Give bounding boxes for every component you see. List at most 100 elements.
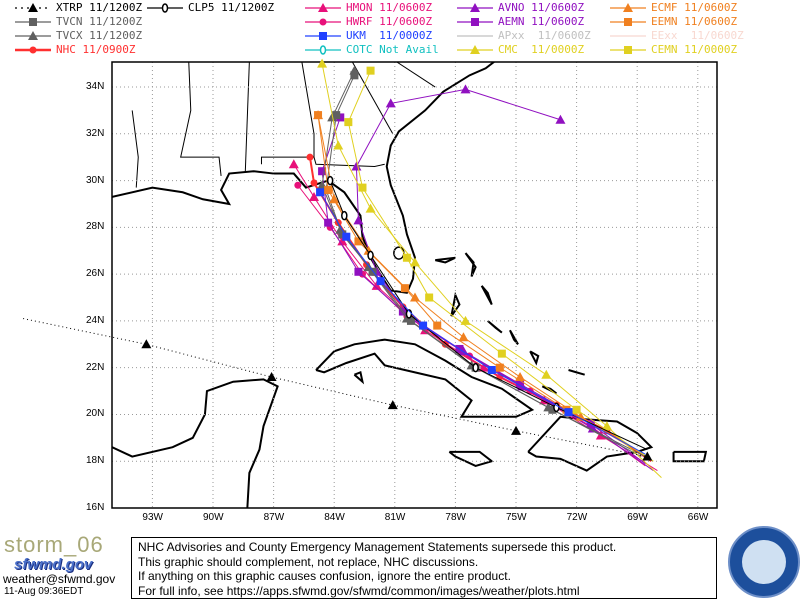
legend-marker-icon [318,3,328,12]
track-point-xtrp [266,372,277,382]
track-hmon [293,163,658,472]
track-point-tvcx [401,313,412,323]
coastline [315,338,535,418]
track-point-ecmf [515,372,526,382]
track-point-hmon [478,362,489,372]
coastline [487,320,503,334]
legend-item-hwrf: HWRF 11/0600Z [304,15,432,29]
track-point-cmc [317,58,328,68]
track-point-tvcx [349,65,360,75]
track-point-xtrp [642,451,653,461]
coastline [434,256,456,264]
legend-swatch [305,45,341,55]
lon-tick-label: 78W [445,512,466,523]
legend-label: CLP5 11/1200Z [188,1,275,14]
coastline [353,370,365,385]
track-point-tvcn [338,230,347,239]
track-point-ecmf [410,292,421,302]
track-point-aemn [398,307,407,316]
legend-swatch [15,31,51,40]
track-point-hmon [371,280,382,290]
legend-item-nhc: NHC 11/0900Z [14,43,135,57]
disclaimer-line[interactable]: For full info, see https://apps.sfwmd.go… [138,583,580,598]
state-border [131,110,139,188]
track-point-xtrp [387,400,398,410]
track-point-aemn [516,380,525,389]
disclaimer-line: NHC Advisories and County Emergency Mana… [138,540,617,554]
track-point-eemn [433,321,442,330]
legend-label: NHC 11/0900Z [56,43,136,56]
legend-swatch [305,32,341,40]
legend-item-aemn: AEMN 11/0600Z [456,15,584,29]
coastline [672,450,708,463]
legend-swatch [15,46,51,54]
legend-item-cmc: CMC 11/0000Z [456,43,584,57]
lon-tick-label: 84W [324,512,345,523]
track-cmc [321,63,662,478]
sfwmd-logo-text[interactable]: sfwmd.gov [14,556,93,573]
state-border [351,62,394,135]
lat-tick-label: 18N [86,455,105,467]
legend-swatch [457,35,493,37]
lat-tick-label: 20N [86,408,105,420]
track-point-eemn [314,111,323,120]
track-point-nhc [310,179,318,187]
map-frame [111,61,718,509]
track-cemn [347,70,654,462]
lat-tick-label: 16N [86,502,105,513]
legend-item-hmon: HMON 11/0600Z [304,1,432,15]
track-point-clp5 [341,210,348,221]
legend-swatch [610,3,646,12]
track-clp5 [329,180,648,450]
legend-swatch [457,45,493,54]
track-point-aemn [336,113,345,122]
legend-item-ecmf: ECMF 11/0600Z [609,1,737,15]
legend-label: AVNO 11/0600Z [498,1,585,14]
legend-swatch [610,35,646,37]
track-nhc [308,157,652,463]
sfwmd-seal-logo [728,526,800,598]
legend-marker-icon [470,3,480,12]
track-tvcn [325,75,646,457]
state-border [396,62,436,88]
legend-swatch [305,18,341,26]
legend-label: EEMN 11/0600Z [651,15,738,28]
legend-label: TVCN 11/1200Z [56,15,143,28]
track-point-avno [351,161,362,171]
legend-label: HMON 11/0600Z [346,1,433,14]
coastline [529,350,540,366]
legend-item-tvcn: TVCN 11/1200Z [14,15,142,29]
track-point-cmc [333,140,344,150]
track-point-avno [555,114,566,124]
track-point-cemn [497,349,506,358]
disclaimer-line: If anything on this graphic causes confu… [138,569,511,583]
legend-label: APxx 11/0600Z [498,29,591,42]
track-point-ukm [419,321,428,330]
track-point-avno [460,84,471,94]
legend-marker-icon [624,18,632,26]
legend-label: XTRP 11/1200Z [56,1,143,14]
track-point-cmc [365,203,376,213]
track-point-eemn [400,284,409,293]
track-point-cemn [366,66,375,75]
track-point-clp5 [326,175,334,186]
legend-label: HWRF 11/0600Z [346,15,433,28]
contact-email[interactable]: weather@sfwmd.gov [3,572,116,586]
track-point-eemn [354,237,363,246]
legend-label: CMC 11/0000Z [498,43,585,56]
lat-tick-label: 24N [86,314,105,326]
track-point-clp5 [367,250,374,261]
coastline [568,369,585,376]
legend-label: TVCX 11/1200Z [56,29,143,42]
legend-item-tvcx: TVCX 11/1200Z [14,29,142,43]
track-point-hmon [309,191,320,201]
legend-item-clp5: CLP5 11/1200Z [146,1,274,15]
legend-swatch [15,18,51,26]
track-point-ukm [342,232,351,241]
coastline [464,252,477,277]
legend-label: EExx 11/0600Z [651,29,744,42]
legend-marker-icon [471,18,479,26]
track-point-hmon [288,159,299,169]
state-border [301,62,315,158]
track-point-cmc [460,315,471,325]
